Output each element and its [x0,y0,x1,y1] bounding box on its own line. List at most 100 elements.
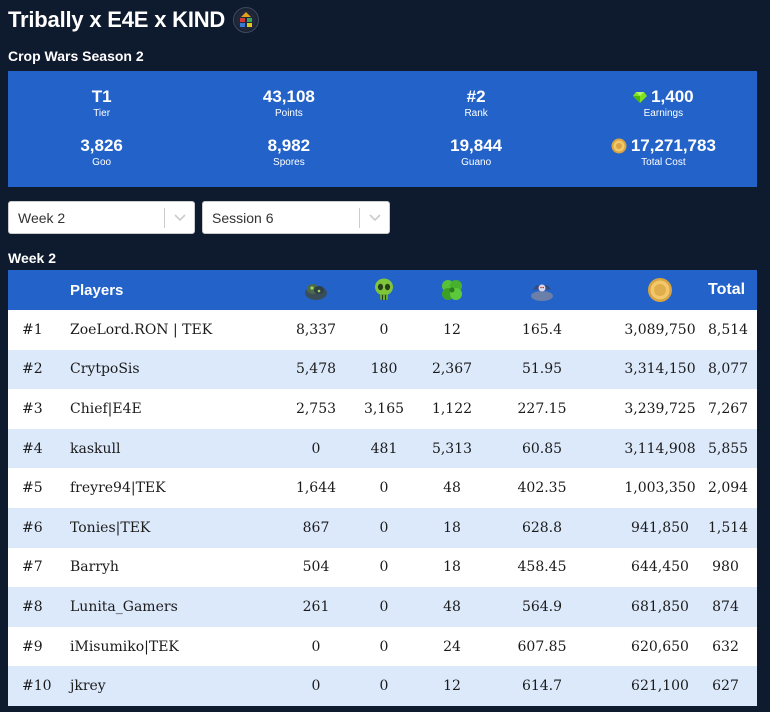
stat-tier: T1 Tier [8,79,195,128]
cost-cell: 644,450 [631,559,689,576]
player-name-cell: Barryh [70,559,119,576]
goo-cell: 261 [302,598,330,615]
chevron-down-icon[interactable] [360,213,389,222]
goo-cell: 5,478 [295,361,337,378]
clover-cell: 12 [443,678,461,695]
guano-cell: 227.15 [517,400,567,417]
goo-cell: 867 [302,519,330,536]
spores-cell: 481 [370,440,398,457]
cost-cell: 1,003,350 [624,480,696,497]
stat-value: 1,400 [651,87,694,106]
table-row: #6 Tonies|TEK 867 0 18 628.8 941,850 1,514 [8,507,757,548]
stat-value: 43,108 [262,87,315,106]
total-cell: 874 [712,598,739,615]
player-name-cell: freyre94|TEK [70,480,166,497]
player-name-cell: Chief|E4E [70,400,142,417]
total-cell: 627 [712,678,739,695]
spores-cell: 0 [379,480,389,497]
stat-label: Points [274,108,303,119]
stat-value: 3,826 [80,136,123,155]
session-select[interactable]: Session 6 [202,201,390,234]
total-cell: 1,514 [708,519,749,536]
spores-cell: 0 [379,638,389,655]
table-row: #9 iMisumiko|TEK 0 0 24 607.85 620,650 632 [8,626,757,667]
clover-cell: 5,313 [431,440,473,457]
page-header: Tribally x E4E x KIND [8,4,260,36]
gold-coin-icon [598,277,722,303]
stat-label: Goo [92,157,112,168]
guano-cell: 402.35 [517,480,567,497]
cost-cell: 621,100 [631,678,689,695]
guano-cell: 614.7 [521,678,563,695]
table-row: #2 CrytpoSis 5,478 180 2,367 51.95 3,314,150 8,… [8,349,757,390]
stat-goo: 3,826 Goo [8,128,195,177]
guano-cell: 564.9 [521,598,563,615]
clover-cell: 48 [443,480,461,497]
stat-points: 43,108 Points [195,79,382,128]
guano-cell: 51.95 [521,361,563,378]
stat-label: Rank [464,108,488,119]
cost-cell: 3,314,150 [624,361,696,378]
total-cell: 980 [712,559,739,576]
table-row: #1 ZoeLord.RON | TEK 8,337 0 12 165.4 3,089,75… [8,310,757,350]
spores-cell: 3,165 [363,400,405,417]
rank-cell: #10 [22,678,52,695]
select-separator [164,207,165,228]
rank-cell: #8 [22,598,43,615]
page-title: Tribally x E4E x KIND [8,7,226,32]
table-row: #8 Lunita_Gamers 261 0 48 564.9 681,850 874 [8,587,757,627]
table-row: #3 Chief|E4E 2,753 3,165 1,122 227.15 3,239,72… [8,389,757,429]
stat-value: #2 [466,87,486,106]
player-name-cell: jkrey [70,678,106,695]
player-name-cell: Tonies|TEK [70,519,151,536]
table-row: #10 jkrey 0 0 12 614.7 621,100 627 [8,666,757,706]
stat-label: Spores [273,157,305,168]
leaderboard-table: Players [8,270,757,706]
stat-value: 19,844 [450,136,503,155]
player-name-cell: ZoeLord.RON | TEK [70,321,213,338]
goo-cell: 0 [311,440,321,457]
rank-cell: #2 [22,361,43,378]
total-cell: 5,855 [708,440,749,457]
stat-label: Total Cost [641,157,686,168]
total-cell: 8,077 [708,361,749,378]
total-header: Total [708,281,746,298]
rank-cell: #7 [22,559,43,576]
chevron-down-icon[interactable] [165,213,194,222]
table-row: #4 kaskull 0 481 5,313 60.85 3,114,908 5,855 [8,428,757,469]
stat-total-cost: 17,271,783 Total Cost [570,128,757,177]
stat-value: T1 [91,87,112,106]
session-select-value: Session 6 [212,209,274,226]
select-separator [359,207,360,228]
cost-cell: 941,850 [631,519,689,536]
clover-cell: 24 [443,638,461,655]
goo-blob-icon [282,279,350,301]
stats-panel: T1 Tier 43,108 Points #2 Rank 1,400 Earn… [8,71,757,187]
table-row: #5 freyre94|TEK 1,644 0 48 402.35 1,003,350 2,0… [8,468,757,508]
week-select[interactable]: Week 2 [8,201,195,234]
spores-cell: 0 [379,519,389,536]
guano-cell: 458.45 [517,559,567,576]
clover-cell: 2,367 [431,361,473,378]
rank-cell: #5 [22,480,43,497]
clover-cell: 18 [443,519,461,536]
rank-cell: #1 [22,321,43,338]
stat-label: Tier [93,108,111,119]
cost-cell: 3,089,750 [624,321,696,338]
goo-cell: 0 [311,638,321,655]
table-row: #7 Barryh 504 0 18 458.45 644,450 980 [8,547,757,588]
table-header: Players [8,270,757,310]
total-cell: 632 [712,638,739,655]
spores-cell: 0 [379,321,389,338]
stat-spores: 8,982 Spores [195,128,382,177]
goo-cell: 1,644 [295,480,337,497]
player-name-cell: iMisumiko|TEK [70,638,179,655]
gem-icon [633,92,648,103]
spores-cell: 0 [379,678,389,695]
stat-value: 17,271,783 [630,136,716,155]
cost-cell: 620,650 [631,638,689,655]
stat-rank: #2 Rank [383,79,570,128]
clover-spores-icon [418,278,486,302]
alien-skull-icon [350,278,418,302]
clover-cell: 12 [443,321,461,338]
